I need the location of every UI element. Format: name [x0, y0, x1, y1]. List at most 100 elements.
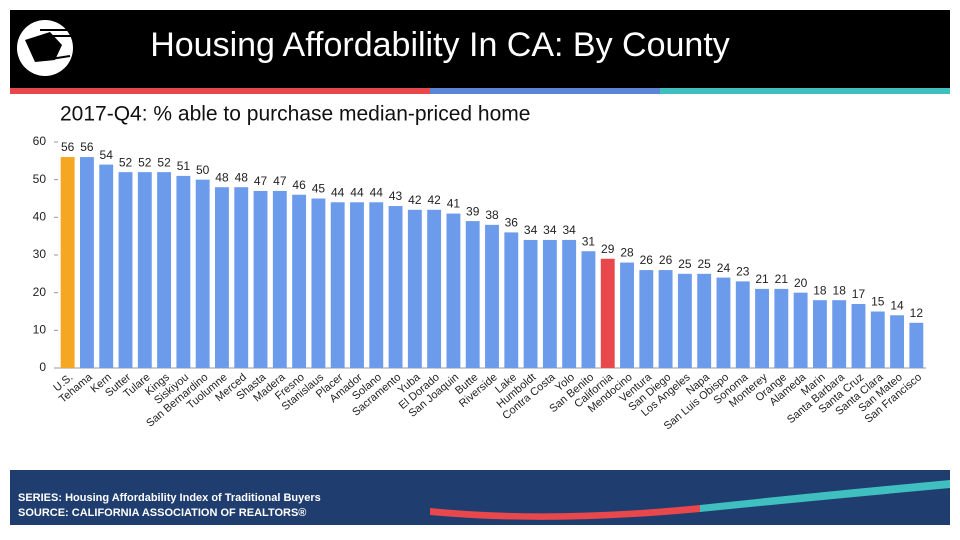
value-label: 47: [273, 174, 287, 188]
value-label: 48: [235, 170, 249, 184]
strip-red: [10, 88, 430, 94]
bar: [562, 239, 577, 368]
footer-source: SOURCE: CALIFORNIA ASSOCIATION OF REALTO…: [18, 507, 306, 519]
y-tick-label: 50: [33, 172, 47, 186]
y-tick-label: 60: [33, 134, 47, 148]
value-label: 44: [350, 185, 364, 199]
value-label: 26: [659, 253, 673, 267]
value-label: 47: [254, 174, 268, 188]
bar: [195, 179, 210, 368]
value-label: 34: [524, 223, 538, 237]
bar: [292, 194, 307, 368]
bar: [793, 292, 808, 368]
value-label: 34: [543, 223, 557, 237]
bar: [504, 232, 519, 368]
bar: [523, 239, 538, 368]
bar: [677, 273, 692, 368]
bar: [330, 202, 345, 368]
value-label: 42: [408, 193, 422, 207]
value-label: 50: [196, 163, 210, 177]
bar: [581, 251, 596, 368]
value-label: 48: [215, 170, 229, 184]
bar: [99, 164, 114, 368]
value-label: 24: [717, 261, 731, 275]
bar: [851, 303, 866, 368]
bar: [407, 209, 422, 368]
bar: [870, 311, 885, 368]
value-label: 18: [833, 283, 847, 297]
value-label: 52: [157, 155, 171, 169]
value-label: 17: [852, 287, 866, 301]
footer: [10, 470, 950, 525]
value-label: 54: [100, 148, 114, 162]
value-label: 52: [119, 155, 133, 169]
header-band: [10, 10, 950, 88]
bar: [832, 300, 847, 368]
bar: [60, 157, 75, 368]
bar: [369, 202, 384, 368]
strip-blue: [430, 88, 660, 94]
value-label: 15: [871, 295, 885, 309]
bar: [658, 270, 673, 368]
value-label: 45: [312, 182, 326, 196]
chart-subtitle: 2017-Q4: % able to purchase median-price…: [60, 103, 530, 126]
bar: [909, 322, 924, 368]
strip-teal: [660, 88, 950, 94]
y-tick-label: 30: [33, 247, 47, 261]
value-label: 46: [292, 178, 306, 192]
value-label: 56: [61, 140, 75, 154]
bar: [79, 157, 94, 368]
value-label: 28: [620, 246, 634, 260]
value-label: 23: [736, 265, 750, 279]
bar: [350, 202, 364, 368]
bar: [735, 281, 750, 368]
bar: [485, 224, 499, 368]
bar: [774, 288, 789, 368]
value-label: 29: [601, 242, 615, 256]
value-label: 44: [331, 185, 345, 199]
bar: [639, 270, 654, 368]
bar: [234, 187, 249, 368]
value-label: 26: [640, 253, 654, 267]
bar: [446, 213, 461, 368]
value-label: 14: [890, 298, 904, 312]
bar: [812, 300, 827, 368]
value-label: 52: [138, 155, 152, 169]
bar: [215, 187, 229, 368]
value-label: 34: [562, 223, 576, 237]
value-label: 21: [775, 272, 789, 286]
value-label: 25: [697, 257, 711, 271]
value-label: 42: [427, 193, 441, 207]
y-tick-label: 0: [39, 360, 46, 374]
value-label: 56: [80, 140, 94, 154]
value-label: 20: [794, 276, 808, 290]
value-label: 31: [582, 234, 596, 248]
value-label: 36: [505, 216, 519, 230]
value-label: 43: [389, 189, 403, 203]
bar: [157, 172, 172, 368]
bar: [427, 209, 442, 368]
bar: [137, 172, 152, 368]
logo: [17, 20, 73, 76]
bar: [272, 190, 287, 368]
bar: [388, 206, 403, 368]
y-tick-label: 10: [33, 323, 47, 337]
bar: [253, 190, 268, 368]
value-label: 21: [755, 272, 769, 286]
bar: [176, 175, 191, 368]
bar: [620, 262, 634, 368]
bar: [311, 198, 326, 368]
value-label: 39: [466, 204, 480, 218]
y-tick-label: 20: [33, 285, 47, 299]
bar: [465, 221, 480, 368]
bar: [716, 277, 731, 368]
bar: [542, 239, 557, 368]
page-title: Housing Affordability In CA: By County: [150, 26, 730, 64]
value-label: 51: [177, 159, 191, 173]
bar: [755, 288, 769, 368]
value-label: 25: [678, 257, 692, 271]
bar: [118, 172, 133, 368]
bar: [890, 315, 905, 368]
value-label: 41: [447, 197, 461, 211]
